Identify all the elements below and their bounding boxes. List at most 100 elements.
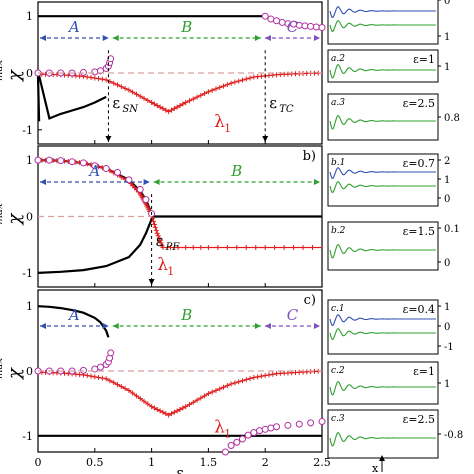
- lambda-marker: [111, 380, 117, 386]
- mark-sub: PF: [165, 242, 181, 253]
- region-label: C: [287, 306, 299, 324]
- inset-frame: [327, 93, 439, 141]
- lambda-marker: [166, 109, 172, 115]
- region-arrowhead: [314, 35, 320, 41]
- lambda-marker: [243, 377, 249, 383]
- lambda-marker: [157, 237, 163, 243]
- lambda-marker: [205, 89, 211, 95]
- lambda-marker: [190, 245, 196, 251]
- lambda-marker: [115, 382, 121, 388]
- lambda-marker: [224, 245, 230, 251]
- lambda-marker: [253, 245, 259, 251]
- y-axis-label-sup: max: [0, 203, 5, 224]
- lambda-marker: [130, 390, 136, 396]
- lambda-marker: [137, 93, 143, 99]
- lambda-marker: [171, 409, 177, 415]
- series-black: [37, 218, 153, 274]
- mark-arrowhead: [148, 279, 155, 285]
- inset-label: c.1: [331, 304, 345, 314]
- lambda-marker: [198, 245, 204, 251]
- inset-label: b.2: [331, 226, 346, 236]
- circle-marker: [221, 448, 229, 456]
- region-label: A: [87, 162, 100, 180]
- lambda-marker: [156, 235, 162, 241]
- lambda-marker: [118, 84, 124, 90]
- lambda-marker: [149, 404, 155, 410]
- x-axis-label: ε: [176, 464, 184, 474]
- lambda-marker: [92, 75, 98, 81]
- lambda-marker: [151, 221, 157, 227]
- lambda-label: λ: [214, 418, 225, 438]
- mark-eps: ε: [112, 94, 120, 112]
- circle-marker: [261, 425, 269, 433]
- inset-tick-label: 0: [444, 0, 450, 7]
- lambda-marker: [130, 89, 136, 95]
- lambda-marker: [224, 82, 230, 88]
- lambda-marker: [183, 404, 189, 410]
- lambda-marker: [152, 224, 158, 230]
- y-axis-label-sup: max: [0, 60, 5, 81]
- inset-label: a.2: [331, 54, 345, 64]
- lambda-marker: [215, 245, 221, 251]
- lambda-marker: [213, 86, 219, 92]
- region-label: B: [180, 18, 192, 36]
- lambda-marker: [168, 107, 174, 113]
- lambda-label: λ: [214, 112, 225, 132]
- panel-tag: c): [304, 293, 316, 308]
- inset-label: a.3: [331, 98, 345, 108]
- x-tick-label: 0.5: [86, 456, 104, 469]
- y-axis-label: χ: [4, 213, 25, 227]
- x-tick-label: 2: [262, 456, 269, 469]
- lambda-marker: [258, 373, 264, 379]
- lambda-marker: [145, 401, 151, 407]
- inset-x-arrowhead: [379, 455, 385, 461]
- series-black: [36, 75, 41, 122]
- mark-sub: SN: [122, 104, 139, 115]
- circle-marker: [68, 158, 76, 166]
- inset-tick-label: 1: [444, 62, 450, 73]
- inset-frame: [327, 0, 439, 45]
- lambda-marker: [118, 384, 124, 390]
- lambda-marker: [213, 387, 219, 393]
- circle-marker: [267, 424, 275, 432]
- lambda-marker: [183, 245, 189, 251]
- lambda-marker: [160, 409, 166, 415]
- lambda-marker: [300, 245, 306, 251]
- lambda-marker: [262, 245, 268, 251]
- region-label: C: [287, 18, 299, 36]
- inset-a1: [327, 0, 441, 45]
- x-tick-label: 0: [35, 456, 42, 469]
- circle-marker: [102, 165, 110, 173]
- lambda-marker: [209, 389, 215, 395]
- lambda-marker: [251, 374, 257, 380]
- inset-curve-green: [329, 181, 436, 194]
- inset-curve-green: [329, 20, 436, 33]
- circle-marker: [107, 349, 115, 357]
- inset-tick-label: -1: [444, 342, 454, 353]
- lambda-marker: [160, 245, 166, 251]
- x-tick-label: 2.5: [313, 456, 331, 469]
- lambda-marker: [186, 98, 192, 104]
- circle-marker: [318, 418, 326, 426]
- inset-tick-label: 1: [444, 175, 450, 186]
- lambda-marker: [186, 401, 192, 407]
- circle-marker: [307, 22, 315, 30]
- lambda-marker: [118, 174, 124, 180]
- inset-c2: [327, 361, 441, 405]
- y-tick-label: 0: [26, 365, 33, 378]
- lambda-marker: [126, 387, 132, 393]
- inset-label: b.1: [331, 158, 345, 168]
- inset-a2: [327, 49, 441, 83]
- lambda-marker: [310, 245, 316, 251]
- lambda-marker: [168, 245, 174, 251]
- circle-marker: [307, 419, 315, 427]
- lambda-marker: [239, 77, 245, 83]
- lambda-marker: [145, 97, 151, 103]
- inset-curve-green: [329, 432, 436, 447]
- lambda-marker: [217, 386, 223, 392]
- lambda-marker: [239, 378, 245, 384]
- circle-marker: [278, 18, 286, 26]
- lambda-marker: [88, 373, 94, 379]
- lambda-marker: [137, 396, 143, 402]
- circle-marker: [273, 17, 281, 25]
